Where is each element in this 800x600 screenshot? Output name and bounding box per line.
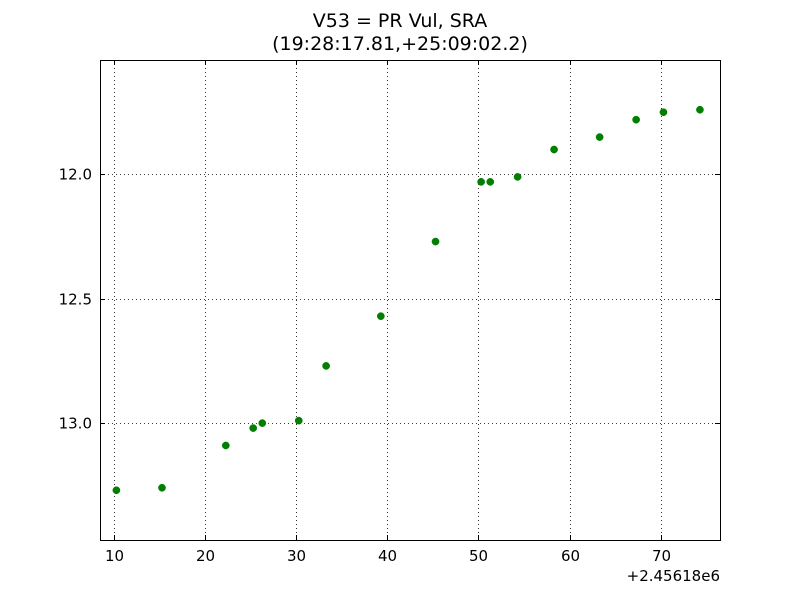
data-point <box>513 173 522 181</box>
x-tick-label: 10 <box>105 547 124 565</box>
axis-ticks: 10 20 30 40 50 60 70 12.0 12.5 13.0 <box>59 60 720 565</box>
data-point <box>258 419 267 427</box>
x-tick-label: 50 <box>469 547 488 565</box>
plot-frame <box>100 60 721 541</box>
chart-subtitle-line: (19:28:17.81,+25:09:02.2) <box>272 33 528 55</box>
data-point <box>249 424 258 432</box>
x-tick-label: 20 <box>196 547 215 565</box>
x-tick-label: 30 <box>287 547 306 565</box>
y-tick-label: 12.5 <box>59 291 92 309</box>
data-point <box>477 178 485 186</box>
data-point <box>294 416 303 425</box>
x-axis-offset-label: +2.45618e6 <box>627 567 720 585</box>
data-point <box>158 483 166 492</box>
data-point <box>659 108 668 117</box>
data-point <box>112 486 121 495</box>
data-point <box>632 115 640 124</box>
x-tick-label: 40 <box>378 547 397 565</box>
chart-title-line: V53 = PR Vul, SRA <box>312 10 488 32</box>
data-point <box>431 237 440 246</box>
data-point <box>486 178 495 186</box>
data-point <box>595 133 604 141</box>
grid-lines <box>100 60 720 540</box>
x-tick-label: 70 <box>652 547 671 565</box>
x-tick-label: 60 <box>561 547 580 565</box>
y-tick-label: 12.0 <box>59 166 92 184</box>
chart-title: V53 = PR Vul, SRA (19:28:17.81,+25:09:02… <box>0 10 800 56</box>
data-point <box>550 145 558 154</box>
data-point <box>696 105 704 114</box>
data-point <box>376 312 385 321</box>
data-points <box>112 105 704 495</box>
data-point <box>322 362 330 370</box>
data-point <box>221 441 230 450</box>
y-tick-label: 13.0 <box>59 415 92 433</box>
